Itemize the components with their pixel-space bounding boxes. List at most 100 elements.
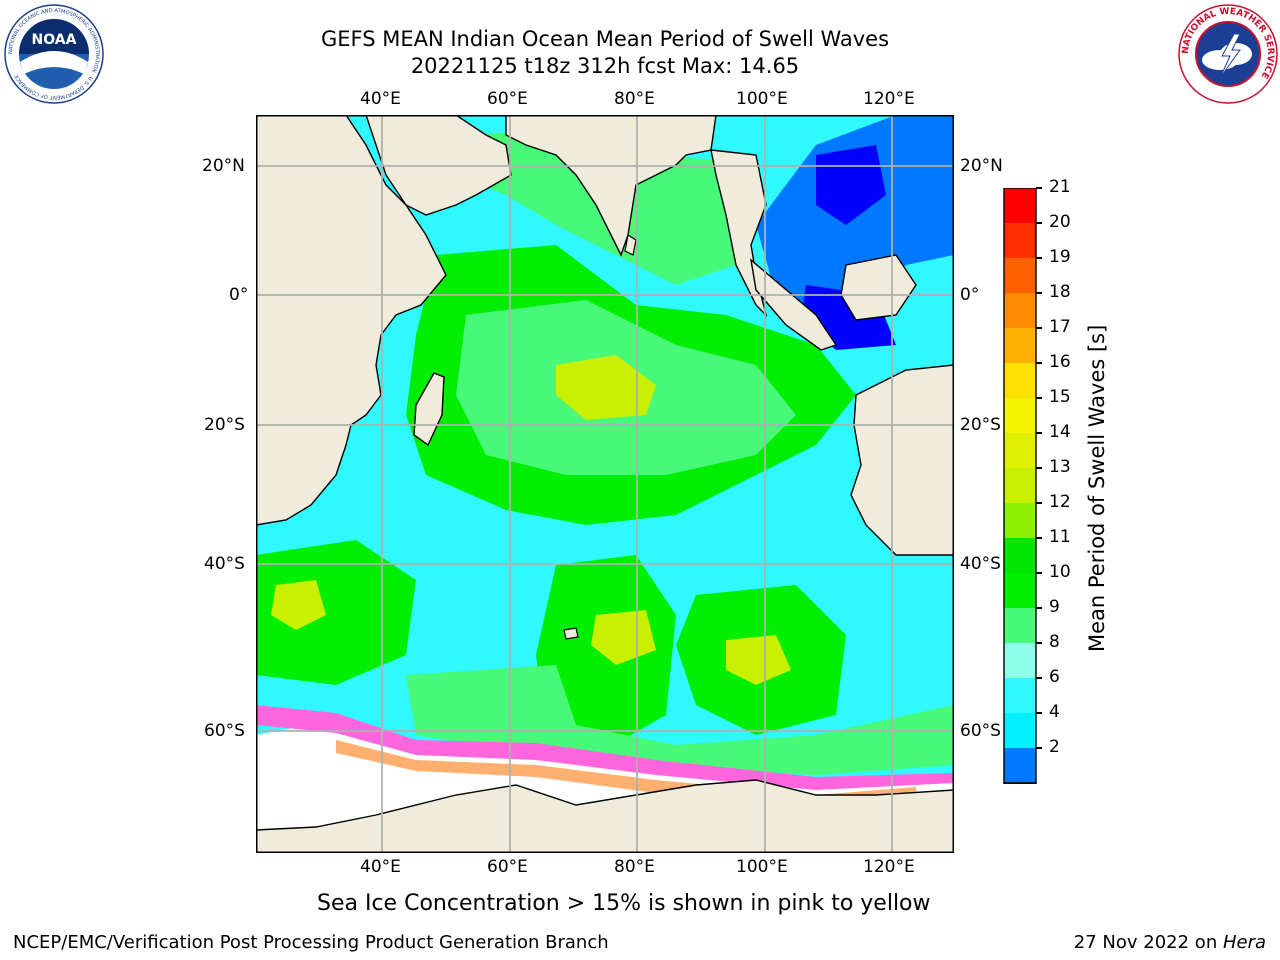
colorbar-segment [1004, 713, 1036, 748]
colorbar-tick-label: 13 [1049, 457, 1071, 477]
land-kerguelen [563, 627, 579, 640]
lon-label-top: 120°E [863, 89, 915, 109]
lon-label-bottom: 100°E [736, 857, 788, 877]
graticule [256, 115, 954, 853]
colorbar-tick-mark [1036, 607, 1042, 609]
colorbar-tick-mark [1036, 467, 1042, 469]
colorbar-tick-mark [1036, 292, 1042, 294]
lon-label-bottom: 80°E [614, 857, 655, 877]
colorbar-tick-label: 4 [1049, 702, 1060, 722]
colorbar-segment [1004, 608, 1036, 643]
sea-ice-caption: Sea Ice Concentration > 15% is shown in … [317, 891, 931, 916]
colorbar-tick-mark [1036, 537, 1042, 539]
colorbar-tick-label: 17 [1049, 317, 1071, 337]
lat-label-left: 40°S [204, 554, 245, 574]
colorbar-tick-label: 8 [1049, 632, 1060, 652]
colorbar-segment [1004, 328, 1036, 363]
colorbar-segment [1004, 748, 1036, 783]
colorbar-tick-label: 15 [1049, 387, 1071, 407]
lon-label-top: 100°E [736, 89, 788, 109]
colorbar-tick-label: 11 [1049, 527, 1071, 547]
colorbar-segment [1004, 258, 1036, 293]
colorbar-tick-mark [1036, 572, 1042, 574]
swell-field-blue-scs [756, 115, 954, 345]
colorbar-svg [1002, 188, 1038, 784]
lat-label-left: 0° [229, 285, 249, 305]
land-sumatra [749, 258, 838, 351]
colorbar-segment [1004, 538, 1036, 573]
colorbar-tick-mark [1036, 747, 1042, 749]
colorbar-tick-label: 19 [1049, 247, 1071, 267]
colorbar-segment [1004, 223, 1036, 258]
nws-logo: NATIONAL WEATHER SERVICE [1178, 4, 1278, 104]
colorbar-tick-mark [1036, 502, 1042, 504]
chart-title-line1: GEFS MEAN Indian Ocean Mean Period of Sw… [320, 27, 890, 51]
lat-label-right: 0° [960, 285, 980, 305]
colorbar-tick-label: 2 [1049, 737, 1060, 757]
swell-field-yellow-southwest [271, 580, 326, 630]
chart-title-line2: 20221125 t18z 312h fcst Max: 14.65 [410, 54, 800, 78]
swell-field-green-southwest [256, 540, 416, 685]
map-svg [256, 115, 954, 853]
colorbar-segment [1004, 188, 1036, 223]
colorbar-tick-label: 18 [1049, 282, 1071, 302]
colorbar [1000, 188, 1040, 784]
lon-label-top: 60°E [487, 89, 528, 109]
land-australia [850, 364, 954, 556]
land-asia-north [505, 115, 717, 257]
lon-label-top: 40°E [360, 89, 401, 109]
lat-label-left: 60°S [204, 721, 245, 741]
colorbar-tick-mark [1036, 327, 1042, 329]
lat-label-left: 20°S [204, 415, 245, 435]
lon-label-bottom: 120°E [863, 857, 915, 877]
colorbar-segment [1004, 433, 1036, 468]
colorbar-tick-mark [1036, 257, 1042, 259]
lat-label-right: 20°S [960, 415, 1001, 435]
lon-label-top: 80°E [614, 89, 655, 109]
colorbar-segment [1004, 398, 1036, 433]
land-africa [256, 115, 447, 526]
colorbar-tick-mark [1036, 362, 1042, 364]
colorbar-tick-mark [1036, 677, 1042, 679]
footer-machine: Hera [1222, 932, 1266, 953]
map-panel [256, 115, 954, 853]
colorbar-tick-label: 6 [1049, 667, 1060, 687]
noaa-logo-text: NOAA [32, 32, 77, 48]
colorbar-segment [1004, 678, 1036, 713]
colorbar-segment [1004, 468, 1036, 503]
noaa-logo: NOAA NATIONAL OCEANIC AND ATMOSPHERIC AD… [4, 4, 104, 104]
colorbar-tick-mark [1036, 432, 1042, 434]
colorbar-tick-label: 9 [1049, 597, 1060, 617]
lon-label-bottom: 60°E [487, 857, 528, 877]
colorbar-tick-mark [1036, 642, 1042, 644]
lat-label-right: 60°S [960, 721, 1001, 741]
colorbar-tick-mark [1036, 397, 1042, 399]
lon-label-bottom: 40°E [360, 857, 401, 877]
colorbar-label: Mean Period of Swell Waves [s] [1085, 324, 1109, 652]
colorbar-tick-label: 16 [1049, 352, 1071, 372]
colorbar-outline [1003, 188, 1037, 784]
lat-label-left: 20°N [202, 156, 245, 176]
swell-field-yellow-central [556, 355, 656, 420]
colorbar-tick-mark [1036, 222, 1042, 224]
colorbar-tick-label: 10 [1049, 562, 1071, 582]
colorbar-tick-label: 21 [1049, 177, 1071, 197]
colorbar-segment [1004, 643, 1036, 678]
land-sri-lanka [624, 234, 637, 256]
colorbar-segment [1004, 503, 1036, 538]
swell-field-yellow-south-central [591, 610, 656, 665]
colorbar-segment [1004, 293, 1036, 328]
colorbar-tick-label: 12 [1049, 492, 1071, 512]
colorbar-tick-mark [1036, 187, 1042, 189]
colorbar-tick-label: 20 [1049, 212, 1071, 232]
colorbar-tick-mark [1036, 712, 1042, 714]
colorbar-segment [1004, 363, 1036, 398]
swell-field-deepblue-scs [816, 145, 886, 225]
land-indochina [710, 149, 768, 318]
land-madagascar [413, 372, 445, 447]
footer-left: NCEP/EMC/Verification Post Processing Pr… [13, 932, 609, 953]
lat-label-right: 20°N [960, 156, 1003, 176]
land-antarctica [256, 779, 954, 853]
swell-field-yellow-southeast [726, 635, 791, 685]
footer-right: 27 Nov 2022 on Hera [1074, 932, 1266, 953]
